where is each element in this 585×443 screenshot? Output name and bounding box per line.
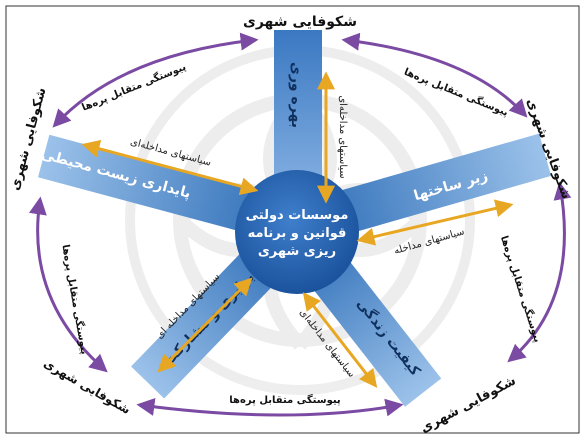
spoke-label-productivity: بهره وری	[288, 62, 304, 128]
arc-top-right	[341, 32, 528, 118]
policy-label-top: سیاستهای مداخله‌ای	[337, 95, 348, 178]
interconnection-arcs	[28, 32, 572, 417]
arc-bottom	[136, 397, 404, 417]
outer-node-top: شکوفایی شهری	[243, 14, 357, 30]
arc-left	[28, 196, 108, 373]
policy-arrow-left	[81, 139, 259, 196]
policy-arrow-right	[356, 199, 514, 246]
hub-label-line3: ریزی شهری	[258, 244, 336, 259]
arc-top-left	[52, 32, 259, 128]
hub-label-line2: قوانین و برنامه	[248, 226, 347, 241]
hub-label-line1: موسسات دولتی	[246, 208, 349, 223]
policy-arrow-bottom-right	[302, 292, 378, 388]
policy-arrow-bottom-left	[157, 277, 253, 373]
arc-label-bottom: پیوستگی متقابل پره‌ها	[229, 393, 341, 406]
policy-arrows	[81, 71, 514, 388]
arc-right	[507, 181, 572, 363]
